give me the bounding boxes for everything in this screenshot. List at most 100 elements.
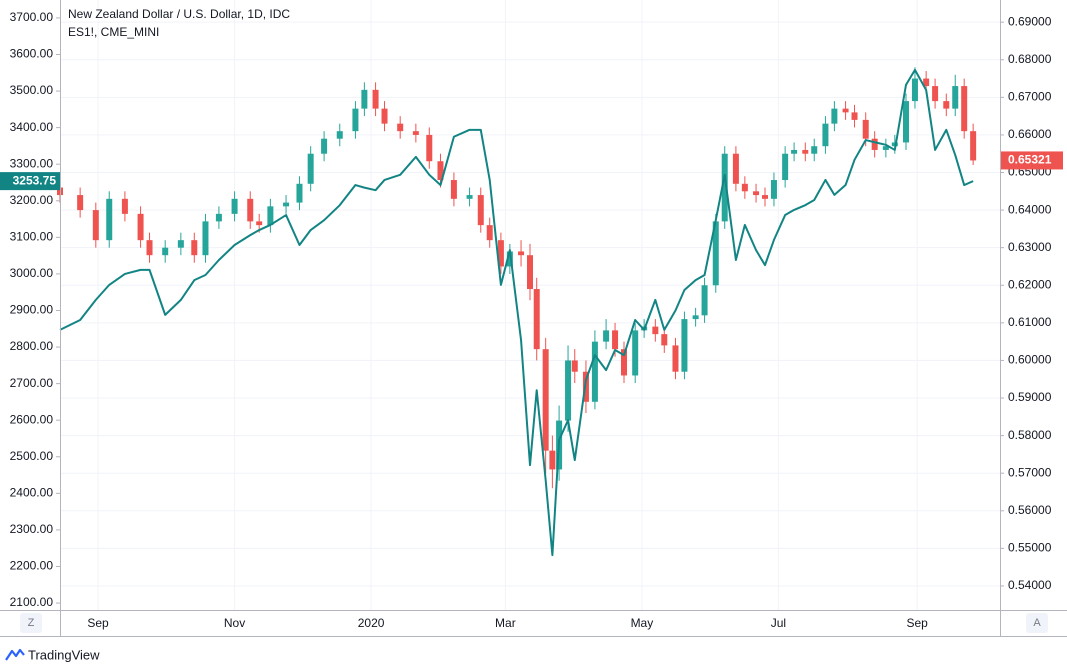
candle-body	[692, 315, 699, 320]
candle-body	[932, 86, 939, 102]
candle-body	[381, 108, 388, 124]
x-tick-label: Mar	[495, 616, 516, 630]
x-tick-label: Sep	[87, 616, 109, 630]
x-tick-label: Sep	[907, 616, 929, 630]
candle-body	[372, 89, 379, 109]
candle-body	[361, 89, 368, 109]
candle-body	[162, 247, 169, 256]
candle-body	[753, 191, 760, 196]
candle-body	[882, 146, 889, 150]
candle-body	[571, 360, 578, 372]
candle-body	[121, 198, 128, 214]
y-tick-label: 2900.00	[10, 303, 54, 317]
y-tick-label: 2600.00	[10, 412, 54, 426]
candle-body	[497, 240, 504, 267]
candle-body	[732, 153, 739, 184]
y2-tick-label: 0.60000	[1008, 353, 1052, 367]
candle-body	[871, 138, 878, 150]
x-tick-label: Nov	[224, 616, 245, 630]
candle-body	[842, 108, 849, 113]
zoom-button[interactable]	[20, 613, 42, 633]
line-series	[59, 68, 974, 557]
y-tick-label: 2800.00	[10, 339, 54, 353]
candle-body	[791, 149, 798, 154]
candle-body	[231, 198, 238, 214]
candle-body	[177, 240, 184, 248]
candle-body	[712, 221, 719, 286]
y2-tick-label: 0.63000	[1008, 240, 1052, 254]
candle-body	[518, 251, 525, 256]
y-tick-label: 3500.00	[10, 83, 54, 97]
last-value-label: 0.65321	[1008, 153, 1052, 167]
candle-body	[477, 195, 484, 226]
candle-body	[632, 330, 639, 376]
candle-body	[741, 183, 748, 192]
candle-body	[565, 360, 572, 421]
brand-logo[interactable]: TradingView	[5, 647, 100, 662]
candle-body	[527, 255, 533, 290]
candle-body	[831, 108, 838, 124]
candle-body	[603, 330, 610, 342]
x-tick-label: May	[631, 616, 654, 630]
grid	[60, 0, 1000, 610]
candle-body	[943, 101, 950, 109]
candle-body	[202, 221, 209, 256]
candle-body	[802, 149, 809, 154]
auto-scale-button-label[interactable]: A	[1033, 617, 1041, 629]
y2-tick-label: 0.58000	[1008, 428, 1052, 442]
candle-body	[822, 123, 829, 147]
candle-body	[911, 78, 918, 102]
y2-tick-label: 0.59000	[1008, 390, 1052, 404]
candle-body	[862, 119, 869, 139]
candle-body	[721, 153, 728, 222]
candle-body	[137, 213, 144, 241]
candle-body	[397, 123, 404, 132]
candle-body	[191, 240, 198, 256]
plot-area	[57, 67, 977, 557]
y-tick-label: 2200.00	[10, 559, 54, 573]
candle-body	[903, 101, 909, 143]
candle-body	[486, 225, 493, 241]
y-tick-label: 3000.00	[10, 266, 54, 280]
candle-body	[621, 349, 627, 376]
x-tick-label: Jul	[771, 616, 786, 630]
candle-body	[591, 341, 598, 402]
brand-icon[interactable]	[5, 648, 25, 661]
candle-body	[770, 180, 777, 199]
candle-body	[961, 86, 968, 132]
brand-name[interactable]: TradingView	[28, 647, 100, 662]
candle-body	[352, 108, 359, 132]
candle-body	[782, 153, 789, 181]
y2-tick-label: 0.64000	[1008, 202, 1052, 216]
candle-body	[437, 161, 444, 181]
auto-scale-button[interactable]	[1026, 613, 1048, 633]
candle-body	[549, 450, 556, 470]
y-tick-label: 3600.00	[10, 47, 54, 61]
candle-body	[283, 202, 290, 207]
y-tick-label: 3100.00	[10, 230, 54, 244]
candle-body	[321, 138, 328, 154]
y-tick-label: 3400.00	[10, 120, 54, 134]
candle-body	[296, 183, 303, 203]
y2-tick-label: 0.54000	[1008, 578, 1052, 592]
candle-body	[307, 153, 314, 184]
candle-body	[450, 180, 457, 199]
zoom-button-label[interactable]: Z	[28, 617, 35, 629]
candle-body	[923, 78, 930, 87]
y2-tick-label: 0.57000	[1008, 465, 1052, 479]
candle-body	[762, 195, 768, 199]
y-tick-label: 2500.00	[10, 449, 54, 463]
candle-body	[533, 289, 540, 350]
axes: Sep Nov 2020 Mar May Jul Sep 0.54000 0.55000 0.56…	[0, 10, 1063, 630]
y-tick-label: 2700.00	[10, 376, 54, 390]
candle-body	[336, 131, 343, 139]
y2-tick-label: 0.56000	[1008, 503, 1052, 517]
candle-body	[77, 195, 84, 211]
candle-body	[267, 206, 274, 226]
candle-body	[970, 131, 977, 161]
candle-body	[412, 131, 419, 135]
y2-tick-label: 0.66000	[1008, 127, 1052, 141]
